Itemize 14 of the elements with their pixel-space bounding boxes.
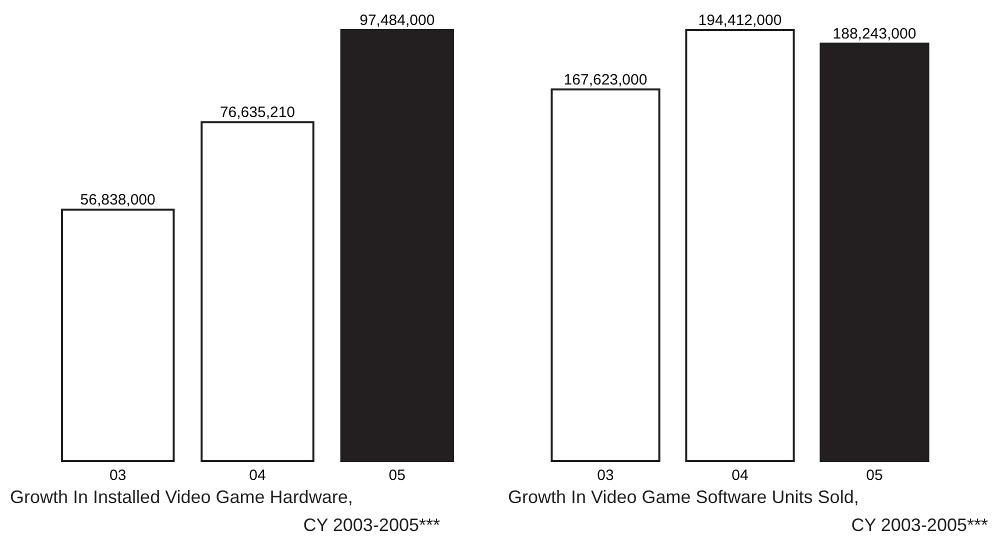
x-tick-label: 03 (110, 467, 126, 484)
data-label: 188,243,000 (832, 26, 916, 43)
x-tick-label: 05 (388, 467, 406, 484)
x-tick-label: 04 (249, 467, 266, 484)
data-label: 167,623,000 (564, 71, 648, 88)
x-tick-label: 05 (866, 467, 883, 484)
text: Growth In Installed Video Game Hardware, CY 2003-2005*** (10, 487, 440, 535)
data-label: 76,635,210 (220, 104, 296, 122)
x-tick-label: 03 (597, 467, 614, 484)
data-label: 97,484,000 (360, 12, 435, 29)
text: Growth In Video Game Software Units Sold, CY 2003-2005*** (508, 487, 988, 535)
data-label: 56,838,000 (80, 192, 156, 209)
data-label: 194,412,000 (698, 12, 782, 29)
x-tick-label: 04 (732, 467, 748, 484)
